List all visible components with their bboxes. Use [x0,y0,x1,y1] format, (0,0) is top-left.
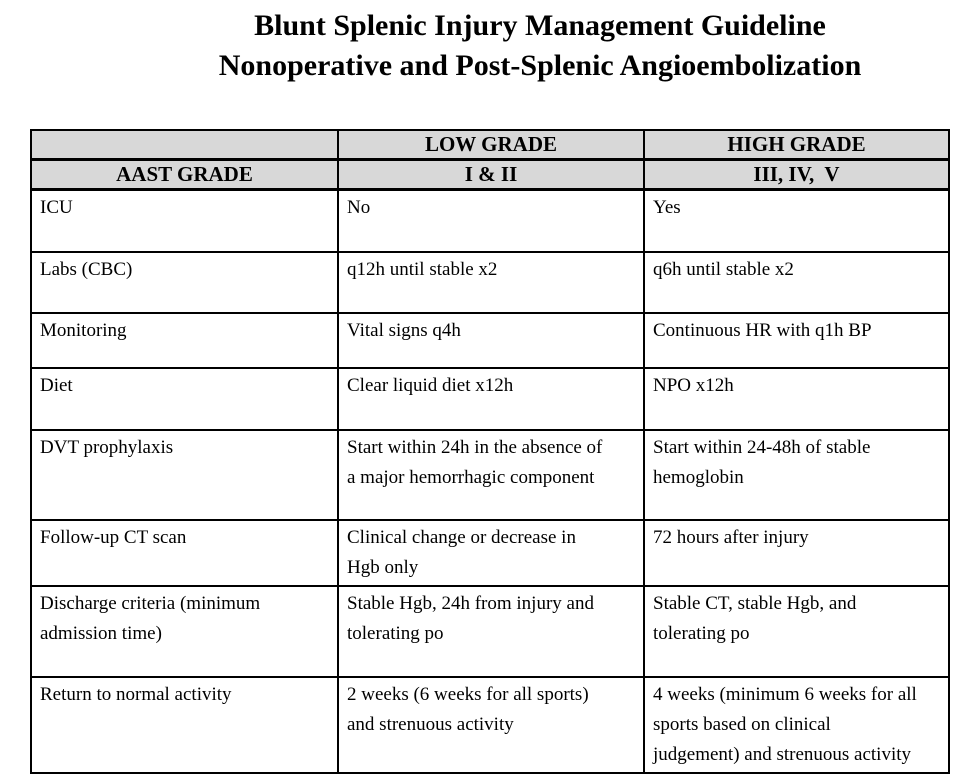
high-grade-cell: 4 weeks (minimum 6 weeks for all sports … [643,675,950,774]
table-row-discharge-criteria: Discharge criteria (minimum admission ti… [30,584,950,678]
header-high-grade: HIGH GRADE [643,129,950,161]
grade-group-row: LOW GRADE HIGH GRADE [30,129,950,161]
high-grade-cell: Stable CT, stable Hgb, and tolerating po [643,584,950,678]
table-row-icu: ICU No Yes [30,188,950,253]
low-grade-cell: Vital signs q4h [337,311,645,369]
high-grade-cell: NPO x12h [643,366,950,431]
row-label-cell: Monitoring [30,311,339,369]
high-grade-cell: Yes [643,188,950,253]
table-row-followup-ct: Follow-up CT scan Clinical change or dec… [30,518,950,587]
low-grade-cell: 2 weeks (6 weeks for all sports) and str… [337,675,645,774]
low-grade-cell: Clear liquid diet x12h [337,366,645,431]
document-title: Blunt Splenic Injury Management Guidelin… [0,0,975,86]
header-aast-grade: AAST GRADE [30,158,339,191]
high-grade-cell: Start within 24-48h of stable hemoglobin [643,428,950,521]
header-corner-cell [30,129,339,161]
table-row-return-to-activity: Return to normal activity 2 weeks (6 wee… [30,675,950,774]
low-grade-cell: No [337,188,645,253]
row-label-cell: Return to normal activity [30,675,339,774]
header-high-grades: III, IV, V [643,158,950,191]
table-row-diet: Diet Clear liquid diet x12h NPO x12h [30,366,950,431]
low-grade-cell: Start within 24h in the absence of a maj… [337,428,645,521]
aast-grade-row: AAST GRADE I & II III, IV, V [30,158,950,191]
high-grade-cell: 72 hours after injury [643,518,950,587]
row-label-cell: Follow-up CT scan [30,518,339,587]
low-grade-cell: Clinical change or decrease in Hgb only [337,518,645,587]
header-low-grade: LOW GRADE [337,129,645,161]
table-row-dvt-prophylaxis: DVT prophylaxis Start within 24h in the … [30,428,950,521]
low-grade-cell: Stable Hgb, 24h from injury and tolerati… [337,584,645,678]
table-body: ICU No Yes Labs (CBC) q12h until stable … [30,188,950,774]
row-label-cell: Labs (CBC) [30,250,339,314]
guideline-table: LOW GRADE HIGH GRADE AAST GRADE I & II I… [30,129,950,774]
row-label-cell: Discharge criteria (minimum admission ti… [30,584,339,678]
title-line-1: Blunt Splenic Injury Management Guidelin… [254,9,826,42]
title-line-2: Nonoperative and Post-Splenic Angioembol… [218,49,862,82]
table-row-labs: Labs (CBC) q12h until stable x2 q6h unti… [30,250,950,314]
row-label-cell: Diet [30,366,339,431]
header-low-grades: I & II [337,158,645,191]
table-header: LOW GRADE HIGH GRADE AAST GRADE I & II I… [30,129,950,191]
high-grade-cell: q6h until stable x2 [643,250,950,314]
table-row-monitoring: Monitoring Vital signs q4h Continuous HR… [30,311,950,369]
row-label-cell: ICU [30,188,339,253]
row-label-cell: DVT prophylaxis [30,428,339,521]
high-grade-cell: Continuous HR with q1h BP [643,311,950,369]
low-grade-cell: q12h until stable x2 [337,250,645,314]
